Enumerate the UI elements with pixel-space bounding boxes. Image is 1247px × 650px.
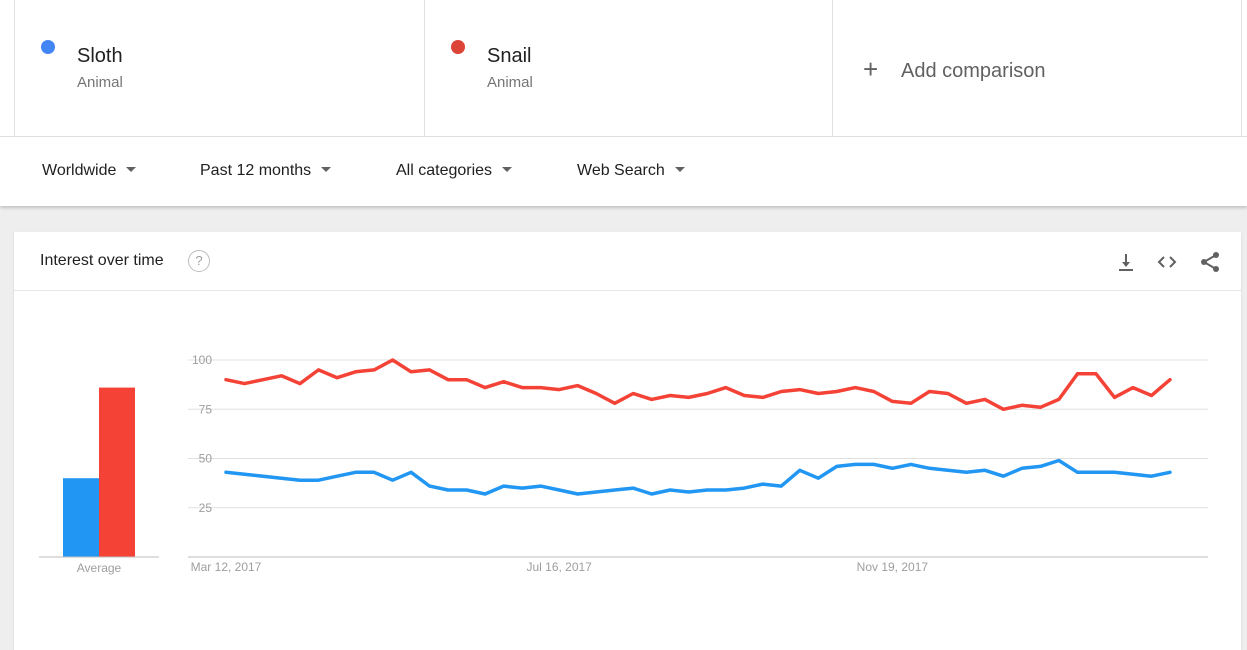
widget-title: Interest over time bbox=[40, 252, 164, 269]
region-dropdown[interactable]: Worldwide bbox=[42, 162, 137, 180]
y-tick-label: 25 bbox=[199, 501, 213, 515]
series-line-snail bbox=[224, 358, 1172, 412]
dropdown-caret-icon bbox=[126, 167, 137, 173]
filter-bar: Worldwide Past 12 months All categories … bbox=[0, 137, 1247, 206]
category-dropdown-label: All categories bbox=[396, 162, 493, 179]
search-type-dropdown-label: Web Search bbox=[577, 162, 665, 179]
series-line-sloth bbox=[224, 458, 1172, 496]
help-icon[interactable]: ? bbox=[188, 250, 210, 272]
x-tick-label: Mar 12, 2017 bbox=[191, 560, 262, 574]
embed-code-icon[interactable] bbox=[1155, 250, 1179, 274]
dropdown-caret-icon bbox=[502, 167, 513, 173]
y-tick-label: 75 bbox=[199, 402, 213, 416]
y-tick-label: 100 bbox=[192, 353, 212, 367]
add-comparison-label: Add comparison bbox=[901, 60, 1046, 82]
category-dropdown[interactable]: All categories bbox=[396, 162, 513, 180]
time-range-dropdown[interactable]: Past 12 months bbox=[200, 162, 332, 180]
average-label: Average bbox=[77, 561, 122, 575]
term-card-sloth[interactable]: Sloth Animal bbox=[14, 0, 424, 137]
average-bar bbox=[99, 387, 135, 557]
term-name: Snail bbox=[487, 45, 532, 67]
time-range-dropdown-label: Past 12 months bbox=[200, 162, 312, 179]
average-bar bbox=[63, 478, 99, 557]
term-category: Animal bbox=[487, 74, 533, 91]
widget-header: Interest over time ? bbox=[14, 232, 1241, 291]
share-icon[interactable] bbox=[1198, 250, 1222, 274]
series-color-dot bbox=[41, 40, 55, 54]
dropdown-caret-icon bbox=[321, 167, 332, 173]
series-color-dot bbox=[451, 40, 465, 54]
dropdown-caret-icon bbox=[674, 167, 685, 173]
term-name: Sloth bbox=[77, 45, 123, 67]
x-tick-label: Jul 16, 2017 bbox=[526, 560, 592, 574]
add-comparison-button[interactable]: + Add comparison bbox=[832, 0, 1242, 137]
comparison-terms-bar: Sloth Animal Snail Animal + Add comparis… bbox=[0, 0, 1247, 137]
y-tick-label: 50 bbox=[199, 452, 213, 466]
interest-over-time-chart[interactable]: 25 50 75 100 Mar 12, 2017 Jul 16, 2017 Nov 19,… bbox=[14, 232, 1241, 650]
interest-over-time-widget: Interest over time ? 25 50 75 100 Mar 12, 20… bbox=[14, 232, 1241, 650]
term-card-snail[interactable]: Snail Animal bbox=[424, 0, 832, 137]
term-category: Animal bbox=[77, 74, 123, 91]
download-icon[interactable] bbox=[1114, 250, 1138, 274]
region-dropdown-label: Worldwide bbox=[42, 162, 117, 179]
x-tick-label: Nov 19, 2017 bbox=[857, 560, 929, 574]
search-type-dropdown[interactable]: Web Search bbox=[577, 162, 685, 180]
plus-icon: + bbox=[863, 54, 879, 84]
